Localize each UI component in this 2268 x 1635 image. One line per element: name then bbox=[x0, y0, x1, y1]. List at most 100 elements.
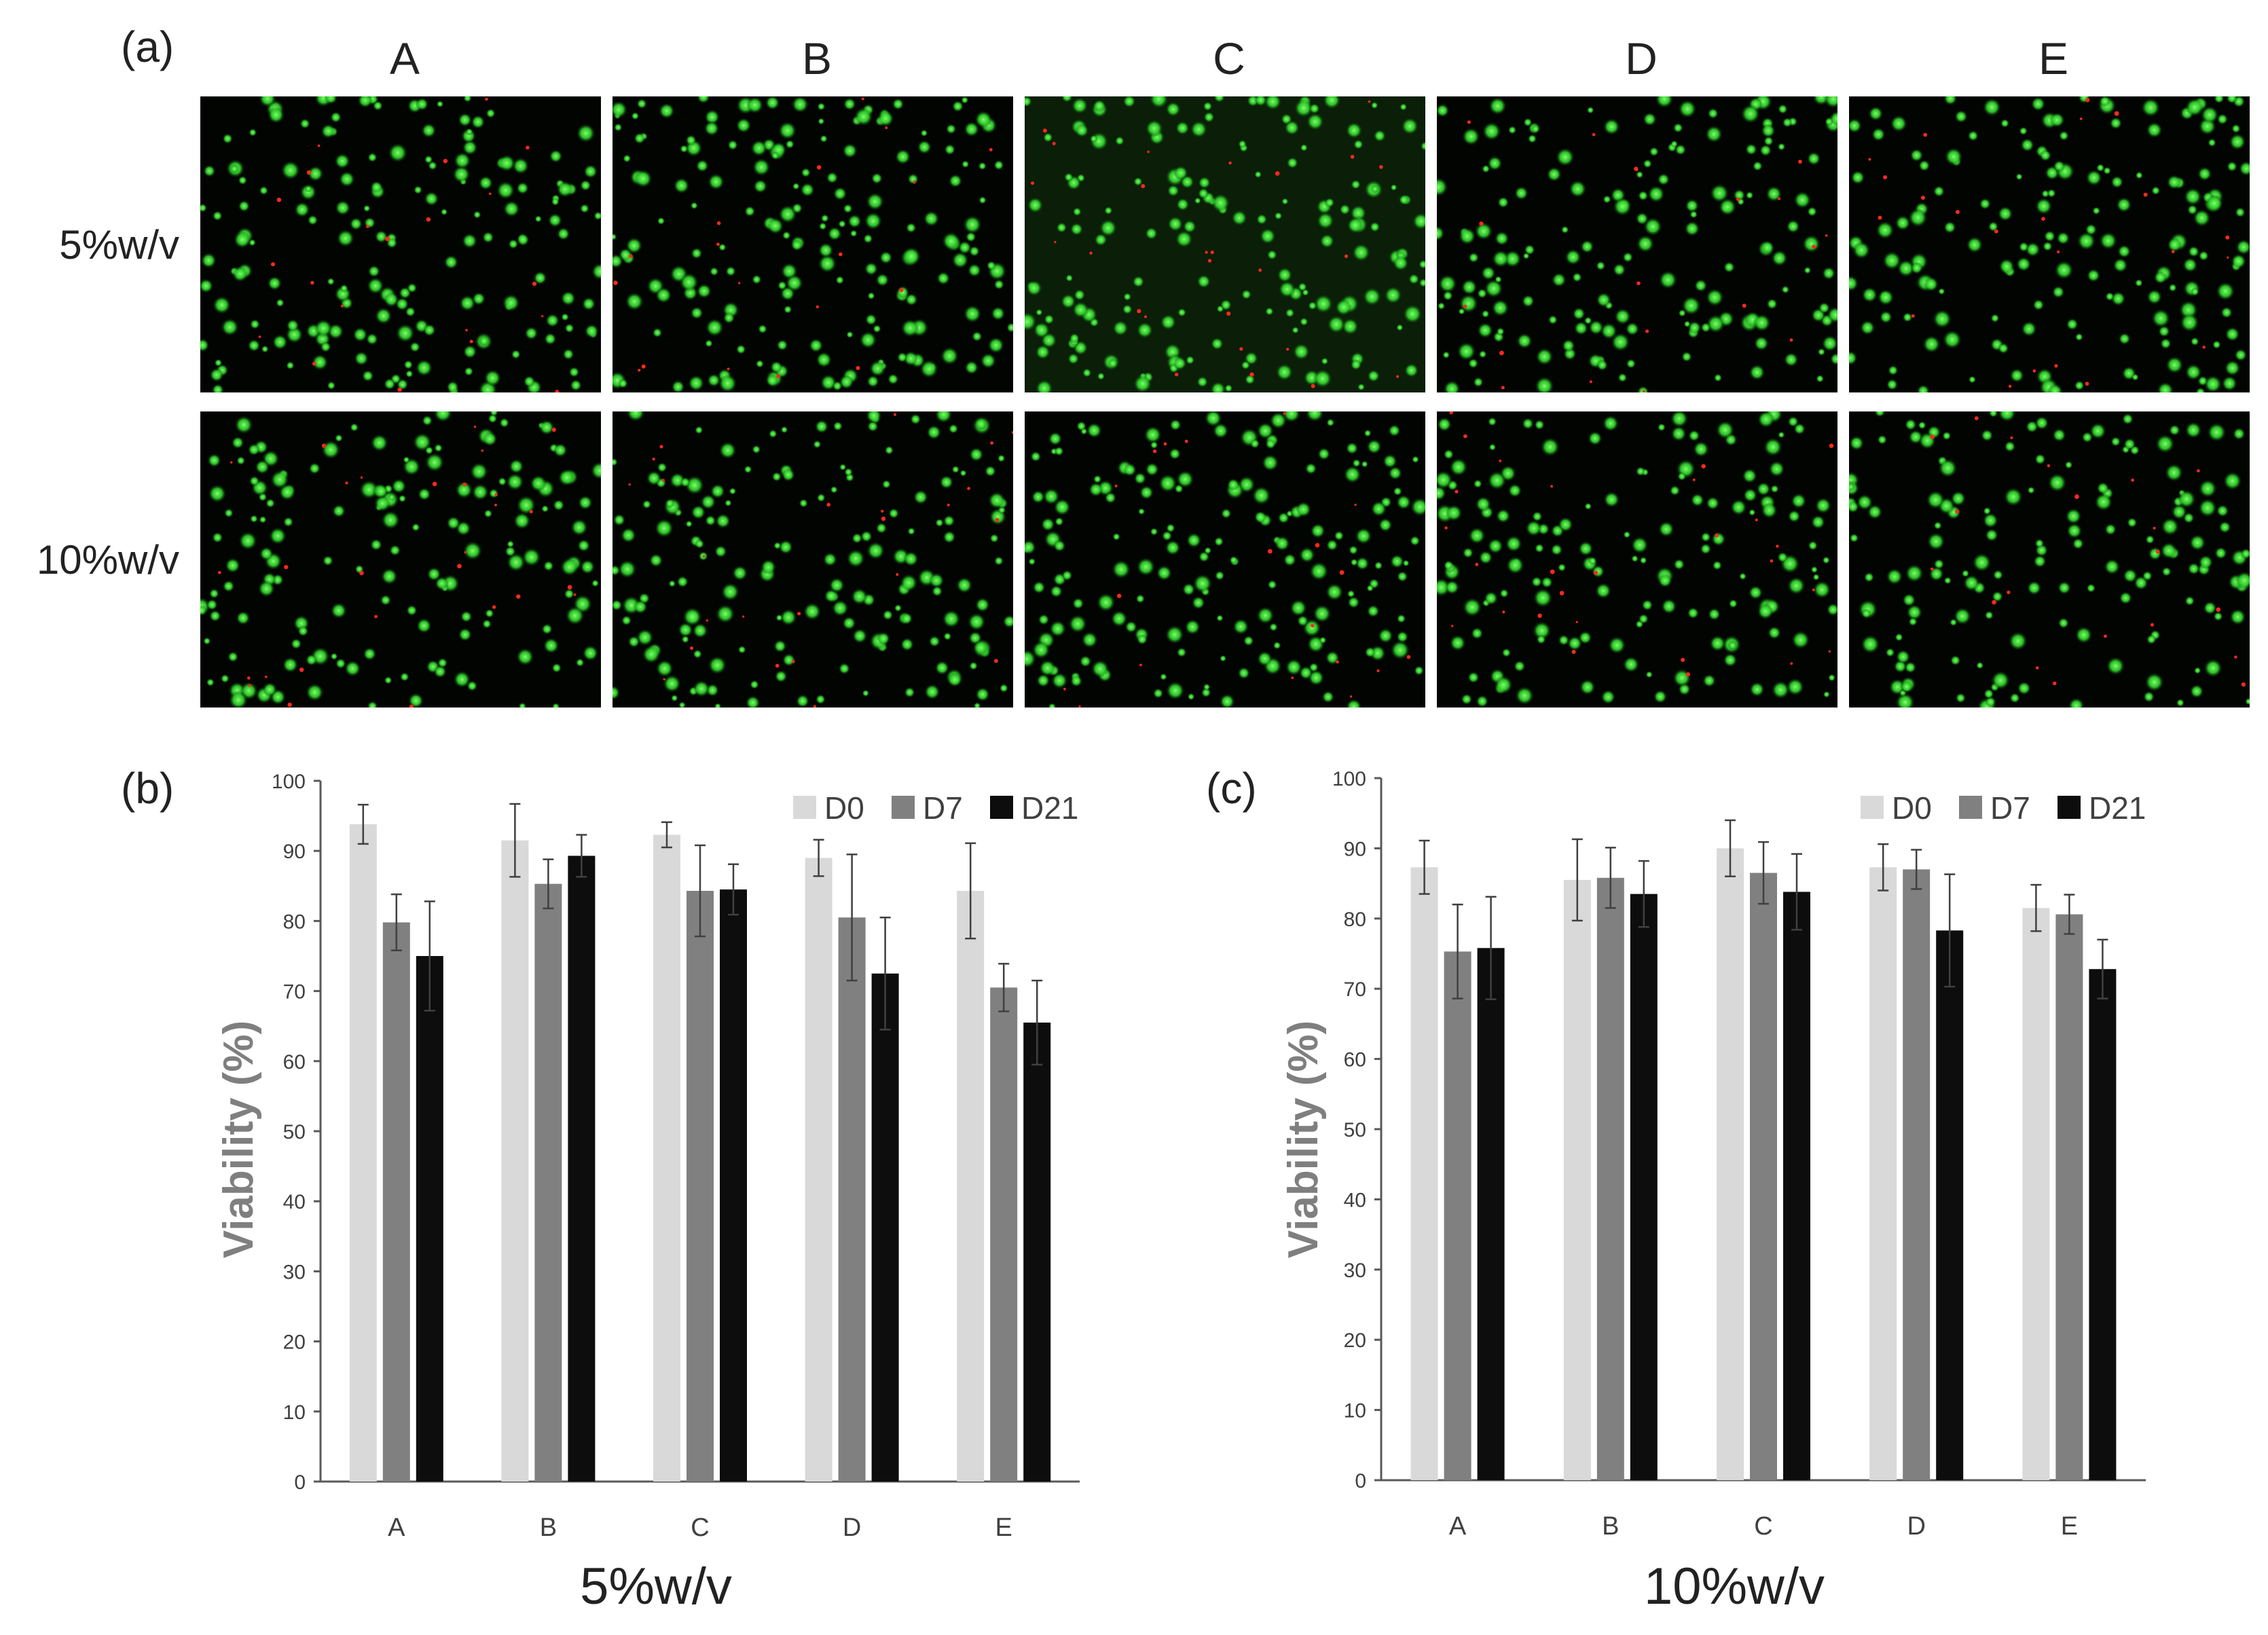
bars bbox=[349, 803, 1051, 1482]
legend-item-d0: D0 bbox=[1861, 790, 1932, 826]
y-tick-label: 10 bbox=[283, 1401, 306, 1424]
y-tick-label: 80 bbox=[1344, 908, 1366, 931]
x-tick-label-b: B bbox=[540, 1513, 557, 1542]
y-tick-label: 40 bbox=[1344, 1189, 1366, 1211]
legend-item-d7: D7 bbox=[892, 790, 963, 826]
error-bar-d21-e bbox=[2097, 938, 2108, 999]
legend-label: D21 bbox=[1021, 790, 1078, 826]
micrograph-image bbox=[1025, 411, 1425, 708]
error-bar-d0-a bbox=[357, 803, 369, 845]
x-tick-label-e: E bbox=[995, 1513, 1012, 1542]
viability-chart-5pct: 0 10 20 30 40 50 60 70 80 90 100 A B C D E D0 D7 D21 Via… bbox=[215, 771, 1080, 1615]
y-tick-label: 90 bbox=[283, 841, 306, 863]
y-tick-label: 70 bbox=[1344, 978, 1366, 1001]
bar-d21-d bbox=[1936, 930, 1964, 1480]
y-tick-label: 30 bbox=[283, 1261, 306, 1283]
bar-d0-b bbox=[501, 840, 529, 1482]
micrograph-a-row2 bbox=[200, 411, 601, 708]
legend-item-d7: D7 bbox=[1959, 790, 2030, 826]
error-bar-d21-b bbox=[1638, 860, 1649, 928]
micrograph-a-row1 bbox=[200, 96, 601, 392]
bar-d7-e bbox=[990, 987, 1018, 1482]
bar-d21-e bbox=[2089, 969, 2117, 1480]
y-tick-label: 100 bbox=[1332, 768, 1366, 790]
micrograph-e-row2 bbox=[1849, 411, 2250, 708]
error-bar-d21-d bbox=[1944, 873, 1956, 988]
legend-label: D7 bbox=[923, 790, 963, 826]
x-tick-label-c: C bbox=[1754, 1512, 1772, 1541]
bar-d21-b bbox=[1630, 894, 1658, 1480]
micrograph-image bbox=[612, 411, 1013, 708]
y-tick-label: 0 bbox=[1355, 1470, 1366, 1492]
error-bar-d7-a bbox=[390, 893, 402, 951]
bar-d0-b bbox=[1563, 879, 1591, 1480]
row-label-5pct: 5%w/v bbox=[59, 222, 179, 268]
y-tick-label: 10 bbox=[1344, 1400, 1366, 1422]
row-label-10pct: 10%w/v bbox=[36, 537, 179, 583]
x-axis: A B C D E bbox=[321, 1480, 1080, 1542]
x-tick-label-d: D bbox=[843, 1513, 861, 1542]
error-bar-d0-c bbox=[661, 821, 672, 849]
y-tick-label: 100 bbox=[272, 771, 306, 793]
micrograph-c-row1 bbox=[1025, 96, 1425, 392]
y-axis-label: Viability (%) bbox=[215, 1021, 262, 1258]
legend-item-d21: D21 bbox=[990, 790, 1078, 826]
bar-d7-d bbox=[1903, 869, 1931, 1480]
column-label-a: A bbox=[389, 33, 420, 84]
y-tick-label: 20 bbox=[1344, 1329, 1366, 1352]
y-tick-label: 60 bbox=[283, 1051, 306, 1073]
error-bar-d7-a bbox=[1452, 903, 1463, 999]
y-tick-label: 80 bbox=[283, 911, 306, 933]
bar-d0-a bbox=[1410, 867, 1438, 1480]
y-tick-label: 50 bbox=[1344, 1119, 1366, 1141]
column-label-b: B bbox=[801, 33, 833, 84]
error-bar-d0-a bbox=[1419, 839, 1430, 895]
bar-d21-c bbox=[720, 889, 747, 1482]
error-bar-d0-b bbox=[509, 803, 521, 878]
micrograph-b-row1 bbox=[612, 96, 1013, 392]
x-tick-label-d: D bbox=[1907, 1512, 1925, 1541]
legend: D0 D7 D21 bbox=[793, 790, 1078, 826]
bar-d7-a bbox=[382, 922, 410, 1482]
error-bar-d7-d bbox=[1911, 849, 1922, 890]
panel-label-a: (a) bbox=[121, 22, 175, 71]
error-bar-d0-d bbox=[813, 839, 824, 877]
error-bar-d21-c bbox=[728, 863, 739, 916]
panel-label-c: (c) bbox=[1206, 764, 1257, 813]
bar-d7-d bbox=[838, 917, 866, 1482]
micrograph-image bbox=[200, 96, 601, 392]
micrograph-image bbox=[1437, 411, 1837, 708]
bar-d7-c bbox=[687, 891, 714, 1482]
y-axis: 0 10 20 30 40 50 60 70 80 90 100 bbox=[272, 771, 322, 1494]
x-axis-label: 5%w/v bbox=[580, 1558, 732, 1615]
error-bar-d21-c bbox=[1791, 853, 1802, 931]
bar-d7-b bbox=[1596, 877, 1624, 1480]
error-bar-d0-c bbox=[1725, 819, 1736, 878]
y-tick-label: 90 bbox=[1344, 838, 1366, 860]
bar-d7-e bbox=[2055, 914, 2083, 1480]
error-bar-d7-b bbox=[543, 858, 554, 910]
column-label-c: C bbox=[1213, 33, 1245, 84]
micrograph-e-row1 bbox=[1849, 96, 2250, 392]
bar-d0-c bbox=[1717, 848, 1744, 1480]
error-bar-d7-e bbox=[2064, 894, 2075, 935]
bar-d21-a bbox=[416, 956, 443, 1482]
micrograph-image bbox=[1849, 96, 2250, 392]
bar-d7-b bbox=[534, 883, 562, 1482]
x-tick-label-e: E bbox=[2061, 1512, 2078, 1541]
y-tick-label: 20 bbox=[283, 1331, 306, 1354]
legend-label: D0 bbox=[1892, 790, 1932, 826]
error-bar-d0-e bbox=[965, 842, 976, 940]
y-axis-label: Viability (%) bbox=[1280, 1021, 1327, 1258]
bar-d0-d bbox=[1869, 867, 1897, 1480]
error-bar-d21-a bbox=[1485, 896, 1497, 1000]
legend-item-d21: D21 bbox=[2057, 790, 2146, 826]
bar-d21-a bbox=[1477, 948, 1505, 1480]
y-tick-label: 60 bbox=[1344, 1049, 1366, 1071]
micrograph-image bbox=[1437, 96, 1837, 392]
x-tick-label-a: A bbox=[388, 1513, 405, 1542]
bar-d0-e bbox=[957, 891, 985, 1482]
error-bar-d7-e bbox=[998, 963, 1010, 1012]
error-bar-d0-d bbox=[1878, 843, 1889, 892]
column-label-d: D bbox=[1625, 33, 1658, 84]
